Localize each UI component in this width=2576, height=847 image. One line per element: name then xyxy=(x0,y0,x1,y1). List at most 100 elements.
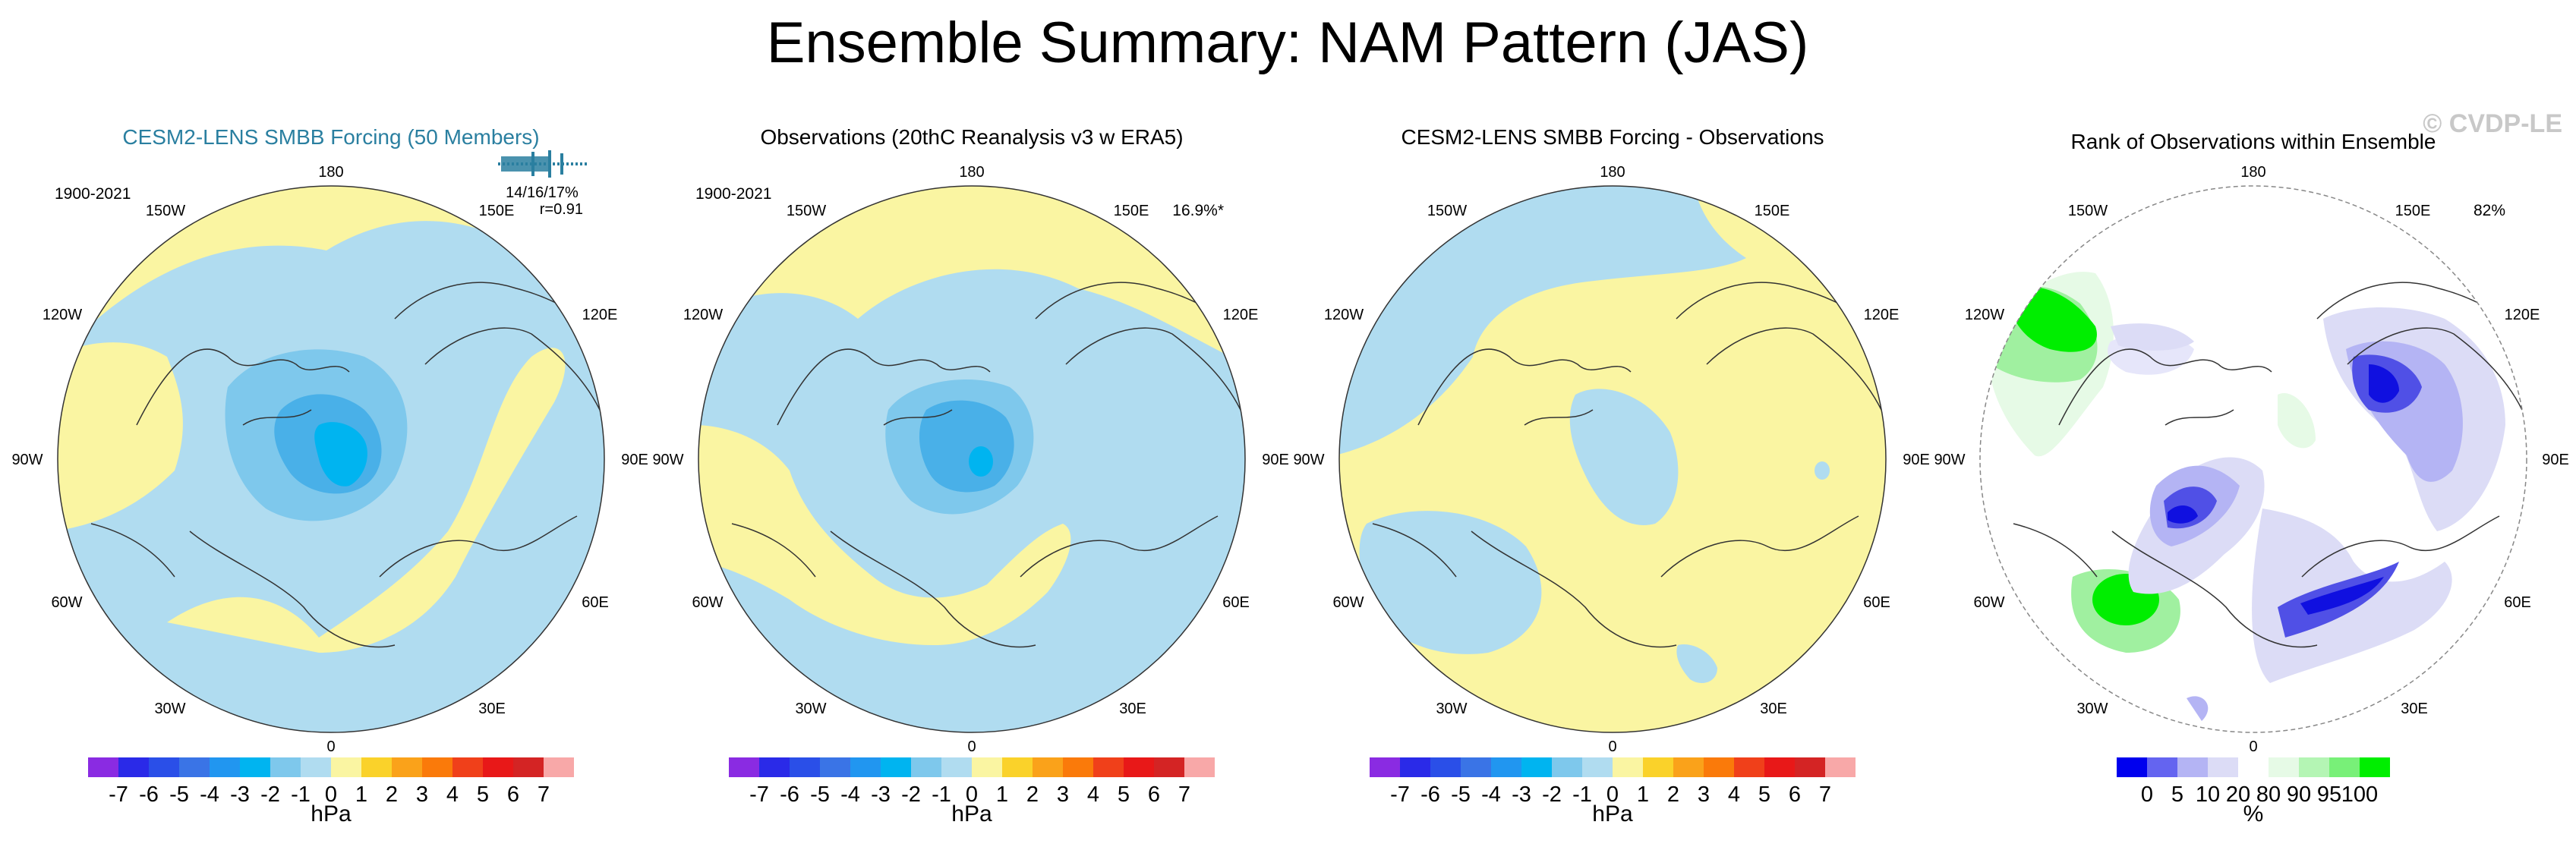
panel-3-lon-30w: 30W xyxy=(1436,701,1467,717)
panel-2-lon-30w: 30W xyxy=(795,701,826,717)
panel-4-lon-60e: 60E xyxy=(2504,594,2531,611)
panel-4-lon-30w: 30W xyxy=(2076,701,2108,717)
panel-1-lon-60w: 60W xyxy=(51,594,82,611)
colorbar-box xyxy=(1400,757,1430,777)
colorbar-tick-label: 90 xyxy=(2287,782,2311,807)
panel-1-stat-line1: 14/16/17% xyxy=(506,184,579,201)
panel-4-map xyxy=(1980,186,2527,732)
colorbar-tick-label: -6 xyxy=(1420,782,1440,807)
colorbar-box xyxy=(1370,757,1400,777)
panel-4-lon-180: 180 xyxy=(2240,164,2265,181)
colorbar-box xyxy=(210,757,240,777)
colorbar-box xyxy=(513,757,544,777)
panel-1-stat-spread-marks xyxy=(498,150,588,178)
watermark: © CVDP-LE xyxy=(2423,109,2562,138)
colorbar-box xyxy=(483,757,513,777)
colorbar-tick-label: 95 xyxy=(2317,782,2341,807)
colorbar-tick-label: -1 xyxy=(291,782,311,807)
colorbar-tick-label: 3 xyxy=(416,782,428,807)
colorbar-tick-label: 5 xyxy=(477,782,489,807)
colorbar-box xyxy=(1795,757,1825,777)
panel-3-lon-180: 180 xyxy=(1600,164,1625,181)
panel-1-colorbar-units: hPa xyxy=(311,801,352,827)
panel-1-lon-150w: 150W xyxy=(146,203,185,219)
colorbar-tick-label: 5 xyxy=(1118,782,1130,807)
colorbar-tick-label: 4 xyxy=(1087,782,1099,807)
panel-3: CESM2-LENS SMBB Forcing - Observations 1… xyxy=(1293,125,1929,827)
panel-1-lon-30e: 30E xyxy=(478,701,506,717)
colorbar-box xyxy=(88,757,118,777)
panel-3-map xyxy=(1339,186,1886,732)
colorbar-tick-label: -1 xyxy=(932,782,951,807)
panel-4-lon-0: 0 xyxy=(2249,738,2257,755)
panel-2-map-border xyxy=(698,185,1246,733)
colorbar-tick-label: 2 xyxy=(1026,782,1039,807)
panel-4-colorbar: 0 5 10 20 80 90 95 100 xyxy=(2117,757,2390,807)
colorbar-tick-label: 4 xyxy=(446,782,459,807)
colorbar-tick-label: 2 xyxy=(1667,782,1679,807)
panel-2-lon-150e: 150E xyxy=(1114,203,1149,219)
panel-4-lon-150e: 150E xyxy=(2395,203,2431,219)
colorbar-tick-label: 4 xyxy=(1728,782,1740,807)
figure-title: Ensemble Summary: NAM Pattern (JAS) xyxy=(767,11,1809,75)
colorbar-box xyxy=(544,757,574,777)
colorbar-tick-label: -5 xyxy=(1451,782,1471,807)
colorbar-tick-label: 6 xyxy=(1148,782,1160,807)
colorbar-tick-label: -7 xyxy=(1390,782,1410,807)
colorbar-box xyxy=(2299,757,2329,777)
colorbar-tick-label: 7 xyxy=(538,782,550,807)
colorbar-tick-label: -4 xyxy=(1481,782,1501,807)
colorbar-box xyxy=(1643,757,1673,777)
colorbar-box xyxy=(331,757,361,777)
colorbar-tick-label: 0 xyxy=(325,782,337,807)
colorbar-tick-label: 7 xyxy=(1178,782,1190,807)
panel-3-lon-30e: 30E xyxy=(1760,701,1787,717)
colorbar-box xyxy=(392,757,422,777)
panel-1-period: 1900-2021 xyxy=(55,185,131,203)
colorbar-box xyxy=(1461,757,1491,777)
panel-1-colorbar: -7 -6 -5 -4 -3 -2 -1 0 1 2 3 4 5 6 7 xyxy=(88,757,574,807)
colorbar-box xyxy=(2360,757,2390,777)
colorbar-tick-label: -4 xyxy=(840,782,860,807)
panel-2-lon-90w: 90W xyxy=(652,452,683,468)
panel-4-lon-120e: 120E xyxy=(2505,307,2540,323)
colorbar-tick-label: -5 xyxy=(169,782,189,807)
colorbar-box xyxy=(270,757,301,777)
panel-1-lon-90w: 90W xyxy=(11,452,43,468)
colorbar-tick-label: -3 xyxy=(230,782,250,807)
panel-2-title: Observations (20thC Reanalysis v3 w ERA5… xyxy=(760,125,1183,149)
panel-2-lon-60w: 60W xyxy=(692,594,723,611)
colorbar-tick-label: -5 xyxy=(810,782,830,807)
colorbar-tick-label: 10 xyxy=(2196,782,2220,807)
colorbar-tick-label: 2 xyxy=(386,782,398,807)
colorbar-box xyxy=(972,757,1002,777)
colorbar-tick-label: -2 xyxy=(260,782,280,807)
panel-1-title: CESM2-LENS SMBB Forcing (50 Members) xyxy=(122,125,539,149)
panel-2-lon-150w: 150W xyxy=(787,203,826,219)
panel-3-lon-90w: 90W xyxy=(1293,452,1324,468)
panel-2-lon-180: 180 xyxy=(959,164,984,181)
panel-2-corner-value: 16.9%* xyxy=(1172,202,1224,219)
colorbar-box xyxy=(941,757,972,777)
colorbar-box xyxy=(422,757,452,777)
panel-1-stat-line2: r=0.91 xyxy=(540,201,583,218)
colorbar-tick-label: -2 xyxy=(901,782,921,807)
panel-2-lon-0: 0 xyxy=(967,738,976,755)
colorbar-box xyxy=(118,757,149,777)
panel-1-lon-90e: 90E xyxy=(621,452,648,468)
colorbar-box xyxy=(361,757,392,777)
colorbar-tick-label: 5 xyxy=(1758,782,1770,807)
panel-2: Observations (20thC Reanalysis v3 w ERA5… xyxy=(652,125,1288,827)
panel-2-lon-60e: 60E xyxy=(1222,594,1250,611)
panel-1-lon-60e: 60E xyxy=(582,594,609,611)
colorbar-tick-label: 7 xyxy=(1819,782,1831,807)
colorbar-box xyxy=(1521,757,1552,777)
panel-4-lon-90w: 90W xyxy=(1934,452,1965,468)
panel-4-lon-90e: 90E xyxy=(2542,452,2569,468)
colorbar-tick-label: 5 xyxy=(2171,782,2183,807)
colorbar-box xyxy=(149,757,179,777)
colorbar-box xyxy=(179,757,210,777)
panel-3-lon-120w: 120W xyxy=(1324,307,1364,323)
colorbar-tick-label: 6 xyxy=(507,782,519,807)
